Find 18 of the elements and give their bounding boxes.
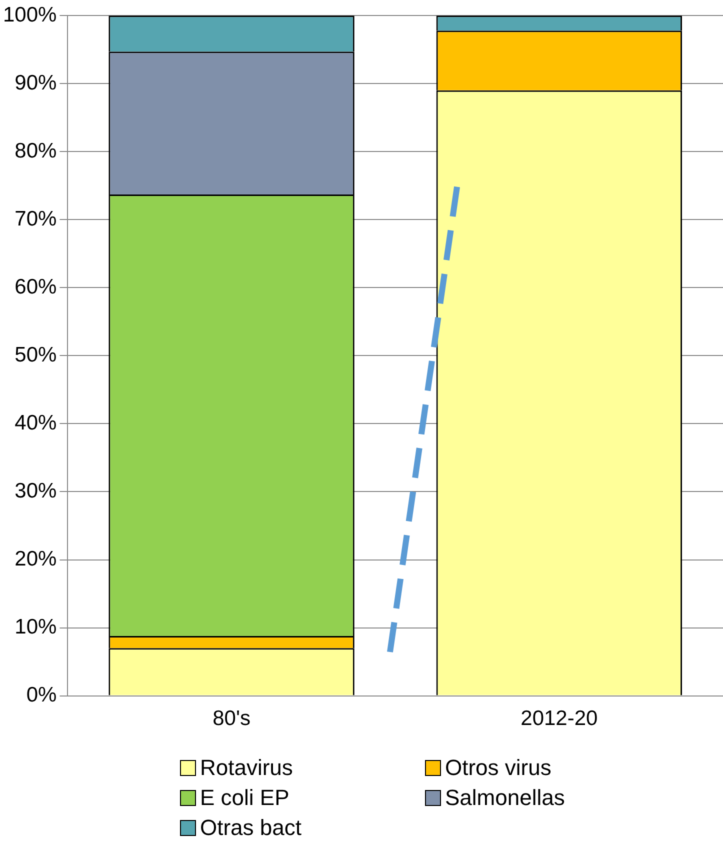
legend-label: E coli EP bbox=[200, 785, 290, 811]
y-tick-label: 40% bbox=[14, 412, 57, 435]
y-tick-label: 80% bbox=[14, 139, 57, 162]
y-tick-label: 30% bbox=[14, 480, 57, 503]
y-tick-label: 90% bbox=[14, 71, 57, 94]
legend-label: Otras bact bbox=[200, 815, 302, 841]
y-tick-label: 70% bbox=[14, 207, 57, 230]
y-tick-label: 60% bbox=[14, 275, 57, 298]
y-tick-label: 50% bbox=[14, 343, 57, 366]
y-tick-label: 10% bbox=[14, 616, 57, 639]
x-tick-label: 80's bbox=[212, 707, 250, 730]
y-tick-label: 0% bbox=[26, 684, 57, 707]
legend-label: Salmonellas bbox=[445, 785, 565, 811]
legend-label: Rotavirus bbox=[200, 755, 293, 781]
y-tick-label: 100% bbox=[2, 3, 57, 26]
legend-label: Otros virus bbox=[445, 755, 552, 781]
x-tick-label: 2012-20 bbox=[520, 707, 598, 730]
y-tick-label: 20% bbox=[14, 548, 57, 571]
